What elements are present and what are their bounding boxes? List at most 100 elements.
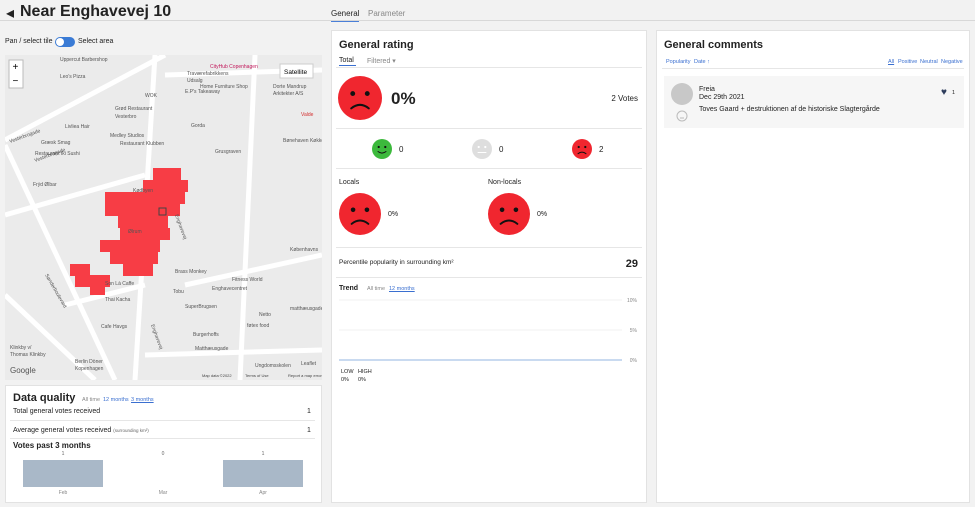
map-label: Google bbox=[10, 366, 36, 375]
face-circle bbox=[472, 139, 492, 159]
row-value: 1 bbox=[307, 408, 311, 415]
vote-count: 2 Votes bbox=[611, 94, 638, 103]
map-road bbox=[5, 172, 146, 218]
divider bbox=[336, 277, 642, 278]
map[interactable]: Uppercut Barbershop Leo's Pizza WOK Grød Re… bbox=[5, 55, 322, 380]
group-percent: 0% bbox=[537, 211, 548, 218]
group-label: Locals bbox=[339, 179, 360, 186]
row-value: 1 bbox=[307, 427, 311, 434]
map-attribution: Terms of Use bbox=[245, 373, 269, 378]
zoom-out[interactable]: − bbox=[13, 76, 19, 87]
map-label: Valde bbox=[301, 112, 314, 118]
divider bbox=[10, 420, 315, 421]
filter[interactable]: 3 months bbox=[131, 397, 154, 403]
filter[interactable]: All time bbox=[367, 286, 386, 292]
back-arrow[interactable]: ◂ bbox=[6, 5, 15, 22]
tab-active[interactable]: General bbox=[331, 9, 360, 22]
map-label: Thai Kacha bbox=[105, 297, 131, 303]
map-road bbox=[144, 347, 322, 358]
page-title: Near Enghavevej 10 bbox=[20, 3, 172, 20]
map-label: E.P's Takeaway bbox=[185, 89, 221, 95]
x-tick-label: Feb bbox=[59, 490, 68, 496]
tab-label: Filtered bbox=[367, 58, 391, 65]
map-label: Københavns bbox=[290, 247, 319, 253]
tab-active[interactable]: Total bbox=[339, 57, 356, 66]
divider bbox=[336, 247, 642, 248]
map-label: Grusgraven bbox=[215, 149, 241, 155]
face-icon bbox=[472, 139, 492, 159]
sort[interactable]: Popularity bbox=[666, 59, 691, 65]
face-eye bbox=[499, 207, 505, 213]
face-eye bbox=[350, 207, 356, 213]
divider bbox=[336, 67, 642, 68]
map-label: Medley Studios bbox=[110, 133, 145, 139]
filter[interactable]: Neutral bbox=[920, 59, 938, 65]
map-label: Leaflet bbox=[301, 361, 317, 367]
map-label: Gorda bbox=[191, 123, 205, 129]
heat-tile bbox=[123, 264, 153, 276]
map-label: Burgerhoffs bbox=[193, 332, 219, 338]
row-note: (surrounding km²) bbox=[113, 428, 149, 433]
like-count: 1 bbox=[952, 90, 956, 96]
divider bbox=[10, 438, 315, 439]
y-tick-label: 0% bbox=[630, 358, 638, 364]
toggle[interactable] bbox=[55, 37, 75, 47]
filter[interactable]: 12 months bbox=[103, 397, 129, 403]
map-label: Græsk Smag bbox=[41, 140, 71, 146]
face-mouth bbox=[577, 151, 587, 155]
face-circle bbox=[338, 76, 382, 120]
face-circle bbox=[572, 139, 592, 159]
divider bbox=[662, 68, 964, 69]
divider bbox=[336, 168, 642, 169]
header-divider bbox=[0, 20, 975, 21]
map-label: Frýd Ølbar bbox=[33, 182, 57, 188]
zoom-in[interactable]: + bbox=[13, 62, 19, 73]
face-icon bbox=[339, 193, 381, 235]
map-label: Home Furniture Shop bbox=[200, 84, 248, 90]
filter[interactable]: Positive bbox=[898, 59, 918, 65]
comment-card bbox=[664, 76, 964, 128]
toggle-label: Select area bbox=[78, 38, 114, 45]
map-label: Brass Monkey bbox=[175, 269, 207, 275]
percentile-label: Percentile popularity in surrounding km² bbox=[339, 259, 454, 266]
map-road bbox=[184, 252, 322, 288]
filter[interactable]: All time bbox=[82, 397, 101, 403]
map-road bbox=[5, 55, 167, 143]
divider bbox=[336, 128, 642, 129]
face-icon bbox=[572, 139, 592, 159]
tab[interactable]: Parameter bbox=[368, 9, 406, 18]
rating-percent: 0% bbox=[391, 89, 416, 108]
comment-text: Toves Gaard + destruktionen af de histor… bbox=[699, 106, 880, 113]
trend-chart: 10% 5% 0% bbox=[339, 298, 638, 364]
sort[interactable]: Date ↑ bbox=[694, 59, 710, 65]
neutral-icon bbox=[676, 110, 688, 122]
face-circle bbox=[372, 139, 392, 159]
map-label: SuperBrugsen bbox=[185, 304, 217, 310]
toggle-label: Pan / select tile bbox=[5, 38, 53, 45]
face-eye bbox=[350, 91, 356, 97]
face-circle bbox=[488, 193, 530, 235]
map-label: Udsalg bbox=[187, 78, 203, 84]
avatar bbox=[671, 83, 693, 105]
face-eye bbox=[377, 145, 380, 149]
heat-tile bbox=[153, 168, 181, 180]
face-eye bbox=[484, 145, 487, 149]
y-tick-label: 5% bbox=[630, 328, 638, 334]
filter[interactable]: All bbox=[888, 59, 895, 65]
face-eye bbox=[384, 145, 387, 149]
filter[interactable]: Negative bbox=[941, 59, 963, 65]
face-eye bbox=[364, 91, 370, 97]
face-mouth bbox=[350, 219, 370, 225]
map-label: Thomas Klinkby bbox=[10, 352, 46, 358]
map-label: Arkitekter A/S bbox=[273, 91, 304, 97]
x-tick-label: Mar bbox=[159, 490, 168, 496]
tab[interactable]: Filtered ▾ bbox=[367, 58, 396, 65]
bar bbox=[223, 460, 303, 487]
filter[interactable]: 12 months bbox=[389, 286, 415, 292]
bar-value-label: 0 bbox=[162, 451, 165, 457]
map-label: Grød Restaurant bbox=[115, 106, 153, 112]
stat-label: LOW bbox=[341, 369, 354, 375]
satellite-button[interactable]: Satellite bbox=[284, 69, 308, 76]
map-label: Ølrum bbox=[128, 229, 142, 235]
like-icon[interactable]: ♥ bbox=[941, 87, 947, 98]
